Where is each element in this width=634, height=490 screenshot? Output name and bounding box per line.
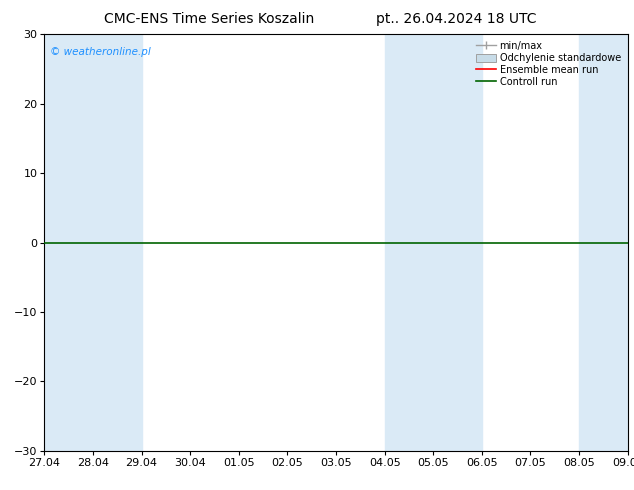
Text: CMC-ENS Time Series Koszalin: CMC-ENS Time Series Koszalin [104, 12, 314, 26]
Text: pt.. 26.04.2024 18 UTC: pt.. 26.04.2024 18 UTC [376, 12, 537, 26]
Legend: min/max, Odchylenie standardowe, Ensemble mean run, Controll run: min/max, Odchylenie standardowe, Ensembl… [474, 39, 623, 89]
Bar [44, 34, 141, 451]
Bar [385, 34, 482, 451]
Text: © weatheronline.pl: © weatheronline.pl [50, 47, 151, 57]
Bar [579, 34, 628, 451]
